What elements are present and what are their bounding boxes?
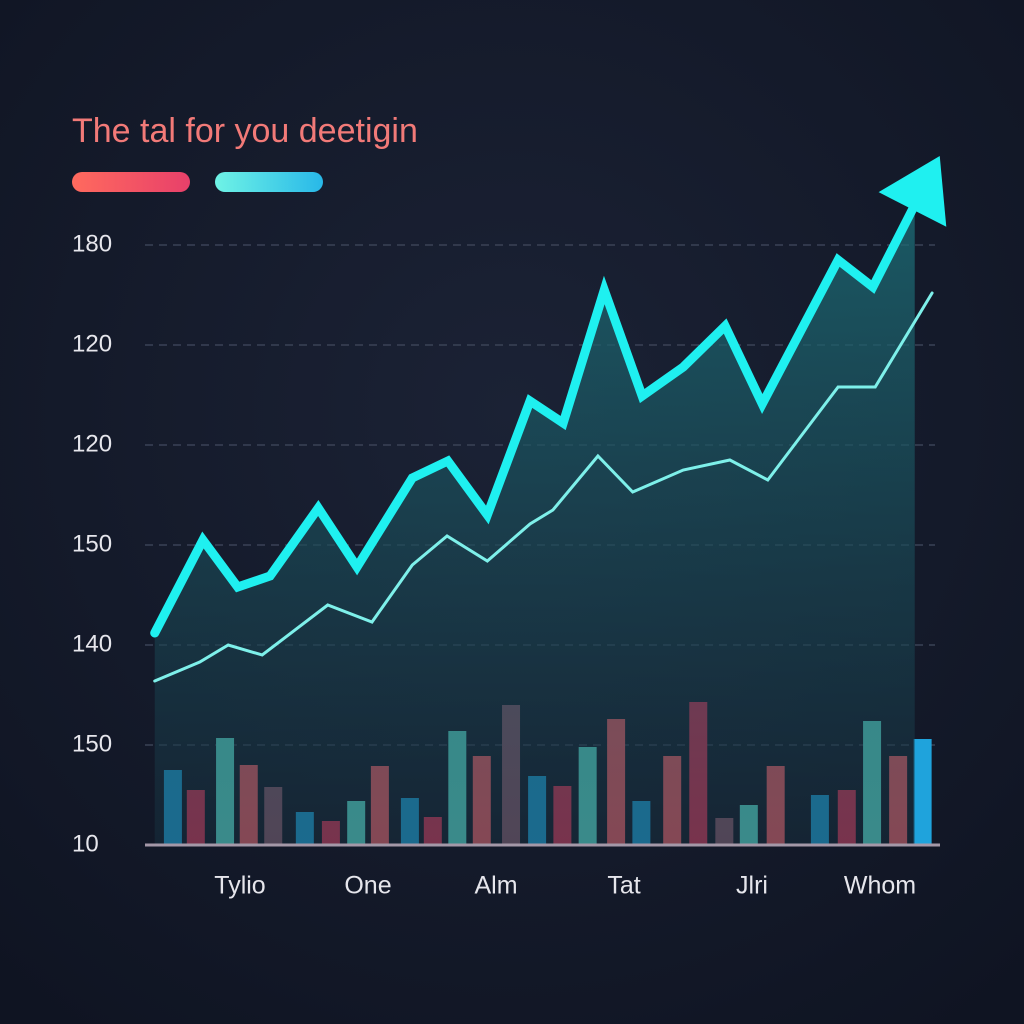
y-tick-label: 150 xyxy=(72,530,112,557)
line xyxy=(150,200,920,638)
area xyxy=(154,205,915,845)
arrow-head xyxy=(878,156,947,227)
x-tick-label: Tylio xyxy=(214,872,265,900)
x-tick-label: Whom xyxy=(844,872,916,900)
y-tick-label: 10 xyxy=(72,830,99,857)
y-tick-label: 120 xyxy=(72,330,112,357)
y-tick-label: 150 xyxy=(72,730,112,757)
line xyxy=(153,291,934,683)
legend-swatch xyxy=(215,172,323,192)
x-tick-label: Tat xyxy=(607,872,640,900)
y-tick-label: 180 xyxy=(72,230,112,257)
y-tick-label: 120 xyxy=(72,430,112,457)
x-tick-label: One xyxy=(344,872,391,900)
x-tick-label: Jlri xyxy=(736,872,768,900)
chart-title: The tal for you deetigin xyxy=(72,112,418,150)
bar xyxy=(913,739,932,845)
x-tick-label: Alm xyxy=(474,872,517,900)
legend-swatch xyxy=(72,172,190,192)
y-tick-label: 140 xyxy=(72,630,112,657)
plot: Tylio One Alm Tat Jlri Whom xyxy=(145,156,947,900)
